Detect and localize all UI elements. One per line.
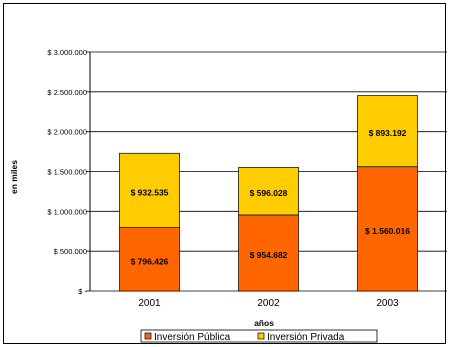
y-tick-label: $ 2.000.000 xyxy=(47,128,87,137)
data-label: $ 796.426 xyxy=(131,256,169,266)
x-axis-title: años xyxy=(254,318,274,328)
x-tick-label: 2001 xyxy=(138,298,161,309)
stacked-bar-chart: $ - $ 500.000 $ 1.000.000 $ 1.500.000 $ 2.00… xyxy=(9,48,447,343)
bar-publica-2002 xyxy=(238,214,299,292)
data-label: $ 596.028 xyxy=(250,188,288,198)
x-tick-label: 2003 xyxy=(376,298,399,309)
y-tick-label: $ 2.500.000 xyxy=(47,88,87,97)
legend-label: Inversión Pública xyxy=(154,332,231,343)
bar-privada-2001 xyxy=(119,152,180,228)
y-tick-label: $ 1.000.000 xyxy=(47,207,87,216)
legend-swatch xyxy=(257,332,265,340)
x-axis-ticks: 2001 2002 2003 xyxy=(138,298,399,309)
data-label: $ 954.682 xyxy=(250,250,288,260)
y-tick-label: $ 1.500.000 xyxy=(47,168,87,177)
x-tick-label: 2002 xyxy=(257,298,280,309)
legend-swatch xyxy=(144,332,152,340)
y-axis-title: en miles xyxy=(9,160,19,194)
y-axis-ticks: $ - $ 500.000 $ 1.000.000 $ 1.500.000 $ 2.00… xyxy=(47,48,91,296)
data-label: $ 932.535 xyxy=(131,187,169,197)
y-tick-label: $ - xyxy=(78,287,87,296)
bars: $ 796.426 $ 932.535 $ 954.682 $ 596.028 $ 1.… xyxy=(119,95,418,292)
data-label: $ 893.192 xyxy=(369,128,407,138)
data-label: $ 1.560.016 xyxy=(365,226,410,236)
legend-label: Inversión Privada xyxy=(267,332,345,343)
bar-publica-2003 xyxy=(357,166,418,292)
bar-publica-2001 xyxy=(119,227,180,292)
chart-frame: $ - $ 500.000 $ 1.000.000 $ 1.500.000 $ 2.00… xyxy=(3,3,447,344)
y-tick-label: $ 500.000 xyxy=(54,247,87,256)
bar-privada-2003 xyxy=(357,95,418,168)
y-tick-label: $ 3.000.000 xyxy=(47,48,87,57)
bar-privada-2002 xyxy=(238,167,299,216)
legend: Inversión Pública Inversión Privada xyxy=(140,329,378,343)
